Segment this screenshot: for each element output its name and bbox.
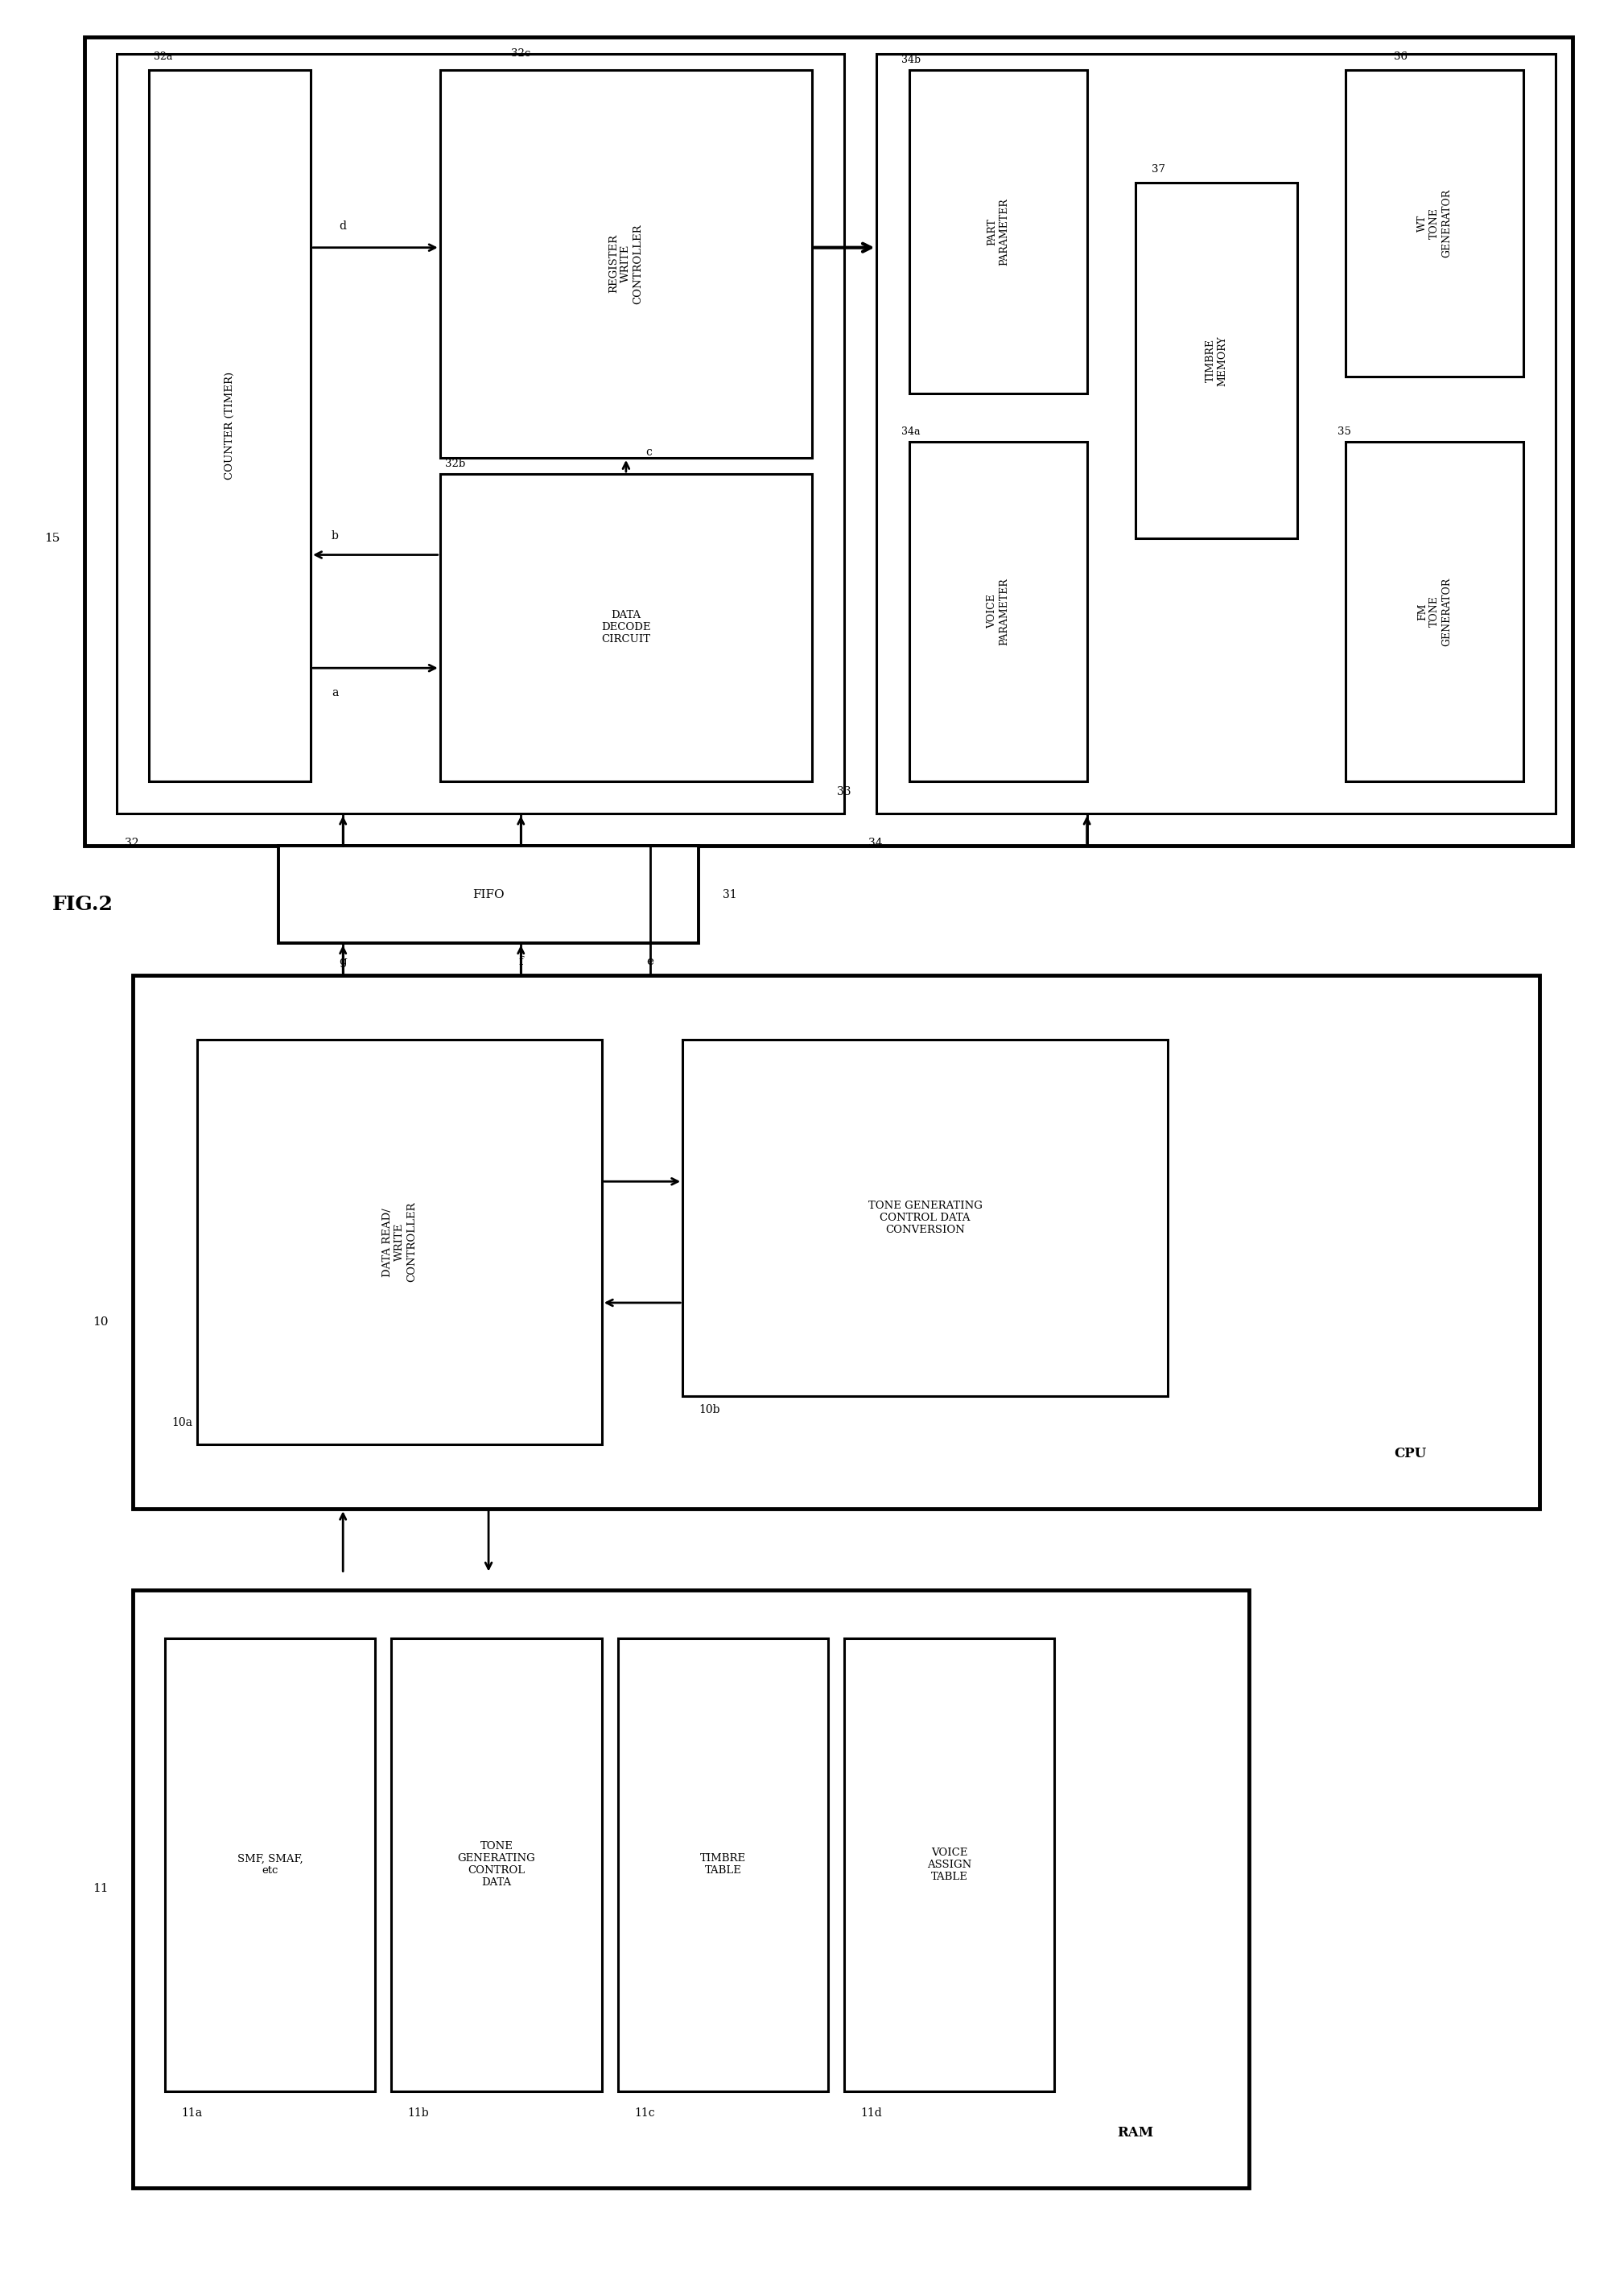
Text: 33: 33	[838, 787, 851, 798]
Bar	[617, 1637, 828, 2092]
Text: 11b: 11b	[408, 2108, 429, 2119]
Bar	[133, 976, 1540, 1510]
Text: VOICE
PARAMETER: VOICE PARAMETER	[987, 578, 1009, 646]
Text: DATA READ/
WRITE
CONTROLLER: DATA READ/ WRITE CONTROLLER	[382, 1203, 417, 1283]
Text: 11d: 11d	[861, 2108, 882, 2119]
Text: FM
TONE
GENERATOR: FM TONE GENERATOR	[1418, 578, 1452, 646]
Text: 32c: 32c	[512, 48, 531, 59]
Bar	[117, 55, 844, 814]
Text: 37: 37	[1151, 164, 1166, 175]
Text: WT
TONE
GENERATOR: WT TONE GENERATOR	[1418, 189, 1452, 257]
Text: 34a: 34a	[901, 425, 919, 437]
Text: 10: 10	[93, 1317, 109, 1328]
Bar	[198, 1039, 603, 1444]
Text: 11a: 11a	[182, 2108, 203, 2119]
Bar	[909, 441, 1086, 782]
Text: 11c: 11c	[633, 2108, 654, 2119]
Text: 11: 11	[93, 1883, 109, 1894]
Text: FIFO: FIFO	[473, 889, 505, 901]
Text: 10b: 10b	[698, 1403, 719, 1414]
Text: 10a: 10a	[172, 1417, 193, 1428]
Text: c: c	[645, 446, 651, 457]
Text: SMF, SMAF,
etc: SMF, SMAF, etc	[237, 1853, 304, 1876]
Bar	[149, 70, 310, 782]
Bar	[440, 473, 812, 782]
Text: e: e	[646, 955, 654, 966]
Bar	[278, 846, 698, 944]
Text: 32b: 32b	[445, 459, 464, 468]
Bar	[682, 1039, 1168, 1396]
Text: 31: 31	[723, 889, 737, 901]
Text: FIG.2: FIG.2	[52, 894, 114, 914]
Bar	[877, 55, 1556, 814]
Text: CPU: CPU	[1393, 1446, 1426, 1460]
Text: 36: 36	[1395, 50, 1408, 61]
Text: b: b	[331, 530, 338, 541]
Text: 34: 34	[869, 837, 883, 848]
Text: g: g	[339, 955, 348, 966]
Bar	[84, 36, 1572, 846]
Bar	[391, 1637, 603, 2092]
Bar	[166, 1637, 375, 2092]
Text: f: f	[518, 955, 523, 966]
Text: 32a: 32a	[154, 50, 172, 61]
Text: VOICE
ASSIGN
TABLE: VOICE ASSIGN TABLE	[927, 1846, 971, 1883]
Text: TIMBRE
MEMORY: TIMBRE MEMORY	[1205, 337, 1228, 387]
Text: TONE GENERATING
CONTROL DATA
CONVERSION: TONE GENERATING CONTROL DATA CONVERSION	[869, 1201, 983, 1235]
Bar	[440, 70, 812, 457]
Text: 32: 32	[125, 837, 138, 848]
Bar	[844, 1637, 1054, 2092]
Text: PART
PARAMETER: PART PARAMETER	[987, 198, 1009, 266]
Text: 15: 15	[44, 532, 60, 543]
Text: REGISTER
WRITE
CONTROLLER: REGISTER WRITE CONTROLLER	[609, 223, 643, 305]
Text: RAM: RAM	[1117, 2126, 1153, 2140]
Bar	[1346, 441, 1523, 782]
Bar	[1135, 182, 1298, 539]
Text: a: a	[331, 687, 338, 698]
Text: DATA
DECODE
CIRCUIT: DATA DECODE CIRCUIT	[601, 609, 651, 646]
Bar	[133, 1590, 1249, 2188]
Text: TONE
GENERATING
CONTROL
DATA: TONE GENERATING CONTROL DATA	[458, 1842, 536, 1887]
Text: TIMBRE
TABLE: TIMBRE TABLE	[700, 1853, 745, 1876]
Bar	[1346, 70, 1523, 377]
Text: d: d	[339, 221, 346, 232]
Bar	[909, 70, 1086, 393]
Text: COUNTER (TIMER): COUNTER (TIMER)	[224, 371, 235, 480]
Text: 35: 35	[1338, 425, 1351, 437]
Text: 34b: 34b	[901, 55, 921, 66]
